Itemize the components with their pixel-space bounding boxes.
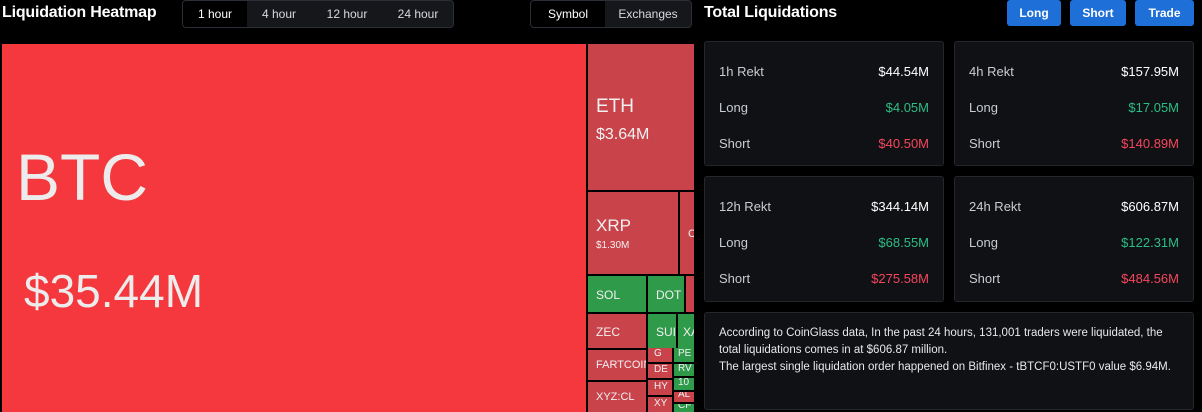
heatmap-tile-fartcoin[interactable]: FARTCOIN [588,350,646,380]
heatmap-tile-de[interactable]: DE [648,364,672,378]
liquidation-heatmap: BTC $35.44M ETH $3.64M XRP $1.30M C SOL … [0,42,694,412]
tile-symbol: ZEC [596,325,620,339]
tab-symbol[interactable]: Symbol [531,1,605,27]
tile-symbol: ETH [596,96,634,117]
tile-symbol: SUI [656,325,676,339]
heatmap-tile-rv[interactable]: RV [674,364,694,376]
heatmap-tile-10[interactable]: 10 [674,378,694,390]
tab-12-hour[interactable]: 12 hour [326,7,368,21]
stat-short-value: $140.89M [1121,135,1179,151]
heatmap-tile-xyzcl[interactable]: XYZ:CL [588,382,646,412]
heatmap-tile-sui[interactable]: SUI [648,314,676,348]
heatmap-title: Liquidation Heatmap [2,4,157,21]
tile-symbol: XYZ:CL [596,391,635,403]
heatmap-tile-xrp[interactable]: XRP $1.30M [588,192,678,274]
stat-short-value: $40.50M [878,135,929,151]
tile-value: $3.64M [596,126,650,143]
heatmap-tile-dot[interactable]: DOT [648,276,684,312]
largest-order-text: The largest single liquidation order hap… [719,361,1171,373]
tile-symbol: SOL [596,288,621,302]
heatmap-tile-xy[interactable]: XY [648,397,672,412]
stat-card-24h: 24h Rekt $606.87M Long $122.31M Short $484.… [954,176,1194,302]
tab-exchanges[interactable]: Exchanges [618,7,678,21]
stat-long-value: $122.31M [1121,234,1179,250]
stat-total: $344.14M [871,198,929,214]
tile-symbol: 10 [678,378,690,388]
total-liquidations-title: Total Liquidations [704,4,837,21]
summary-text: According to CoinGlass data, In the past… [719,327,1163,356]
tab-24-hour[interactable]: 24 hour [397,7,439,21]
stat-title: 24h Rekt [969,198,1022,214]
stat-long-label: Long [969,99,998,115]
heatmap-tile-btc[interactable]: BTC $35.44M [2,44,586,412]
stat-short-label: Short [969,135,1001,151]
heatmap-tile-sol[interactable]: SOL [588,276,646,312]
tile-symbol: XRP [596,216,631,235]
stat-total: $44.54M [878,63,929,79]
tile-symbol: PE [678,348,692,359]
stat-title: 12h Rekt [719,198,772,214]
stat-long-label: Long [969,234,998,250]
stat-short-label: Short [719,135,751,151]
stat-card-4h: 4h Rekt $157.95M Long $17.05M Short $140.89… [954,41,1194,166]
heatmap-tile-eth[interactable]: ETH $3.64M [588,44,694,190]
tile-value: $1.30M [596,240,630,251]
trade-button[interactable]: Trade [1135,0,1194,26]
stat-long-value: $17.05M [1128,99,1179,115]
heatmap-tile-hy[interactable]: HY [648,380,672,395]
stat-total: $157.95M [1121,63,1179,79]
heatmap-tile-c[interactable]: C [680,192,694,274]
tile-symbol: XY [654,398,668,409]
liquidation-summary: According to CoinGlass data, In the past… [704,312,1194,410]
stat-long-label: Long [719,99,748,115]
stat-card-1h: 1h Rekt $44.54M Long $4.05M Short $40.50M [704,41,944,166]
stat-long-label: Long [719,234,748,250]
tile-symbol: BTC [16,140,148,214]
tile-value: $35.44M [24,265,204,317]
heatmap-tile-g[interactable]: G [648,348,672,362]
heatmap-tile-al[interactable]: AL [674,392,694,402]
heatmap-tile-zec[interactable]: ZEC [588,314,646,348]
stat-short-label: Short [969,270,1001,286]
stat-title: 1h Rekt [719,63,764,79]
stat-short-label: Short [719,270,751,286]
short-button[interactable]: Short [1070,0,1126,26]
tile-symbol: XA [683,325,694,339]
tile-symbol: C [688,228,694,240]
tile-symbol: AL [678,392,691,400]
long-button[interactable]: Long [1007,0,1061,26]
tile-symbol: G [654,348,662,359]
tile-symbol: DOT [656,288,682,302]
stat-short-value: $484.56M [1121,270,1179,286]
tile-symbol: HY [654,381,668,392]
view-mode-tabs: Symbol Exchanges [530,0,692,28]
stat-card-12h: 12h Rekt $344.14M Long $68.55M Short $275.5… [704,176,944,302]
heatmap-tile-xa[interactable]: XA [678,314,694,348]
stat-long-value: $4.05M [885,99,929,115]
tile-symbol: RV [678,364,692,374]
heatmap-tile-misc[interactable] [686,276,694,312]
tab-4-hour[interactable]: 4 hour [261,7,297,21]
heatmap-tile-pe[interactable]: PE [674,348,694,362]
stat-long-value: $68.55M [878,234,929,250]
time-range-tabs: 1 hour 4 hour 12 hour 24 hour [182,0,454,28]
stat-title: 4h Rekt [969,63,1014,79]
tile-symbol: FARTCOIN [596,359,646,371]
heatmap-tile-cf[interactable]: CF [674,404,694,412]
tab-1-hour[interactable]: 1 hour [183,1,247,27]
stat-short-value: $275.58M [871,270,929,286]
tile-symbol: CF [678,404,692,411]
stat-total: $606.87M [1121,198,1179,214]
tile-symbol: DE [654,364,668,375]
